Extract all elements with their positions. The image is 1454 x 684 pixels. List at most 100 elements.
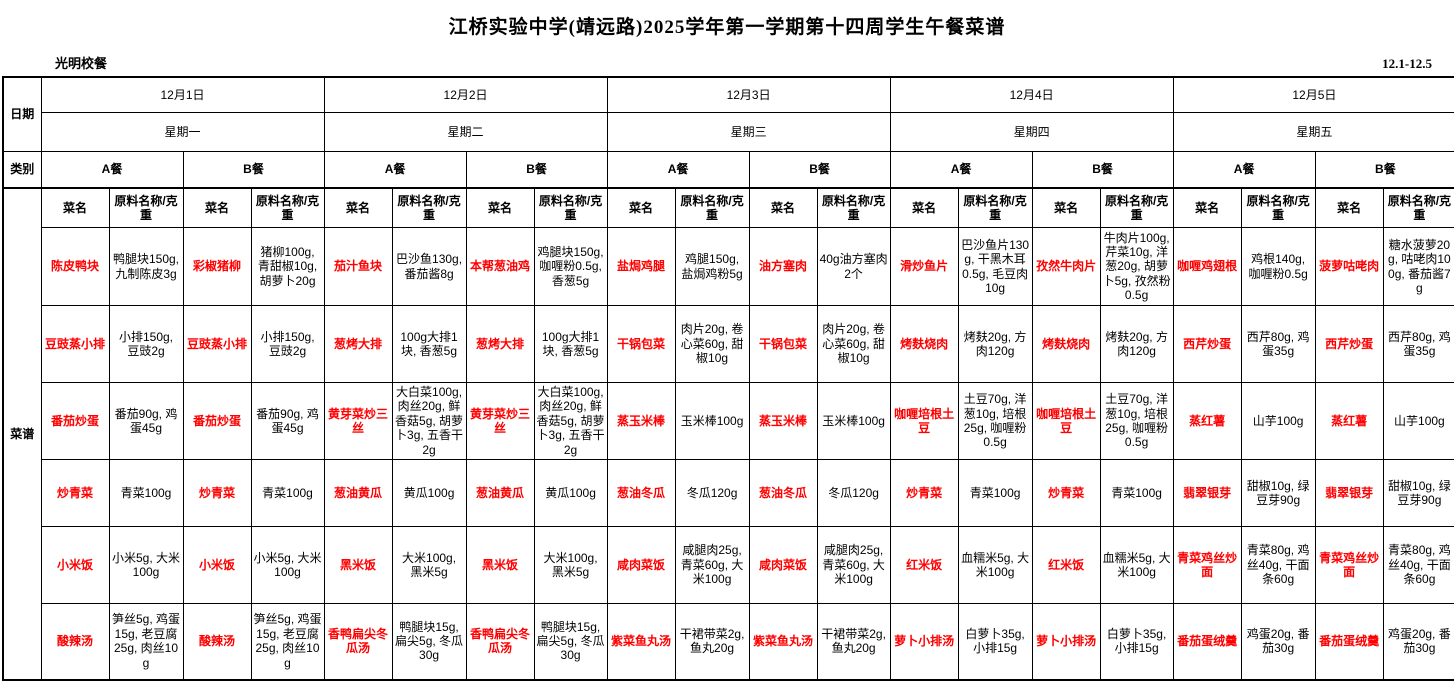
dish-name-b: 彩椒猪柳 <box>182 227 252 306</box>
dish-name-b: 黑米饭 <box>465 526 535 604</box>
page-title: 江桥实验中学(靖远路)2025学年第一学期第十四周学生午餐菜谱 <box>448 17 1006 38</box>
ingredients-a: 大白菜100g, 肉丝20g, 鲜香菇5g, 胡萝卜3g, 五香干2g <box>391 382 467 460</box>
ingredients-b: 白萝卜35g, 小排15g <box>1099 603 1174 680</box>
dish-name-a: 滑炒鱼片 <box>889 227 959 306</box>
dish-name-a: 西芹炒蛋 <box>1172 305 1242 383</box>
dish-name-a: 黄芽菜炒三丝 <box>323 382 393 460</box>
ingredients-a: 咸腿肉25g, 青菜60g, 大米100g <box>674 526 750 604</box>
dish-col-header: 菜名 <box>40 187 110 228</box>
row-label-date: 日期 <box>2 76 42 152</box>
ingredients-a: 土豆70g, 洋葱10g, 培根25g, 咖喱粉0.5g <box>957 382 1033 460</box>
dish-name-b: 红米饭 <box>1031 526 1101 604</box>
ingredients-a: 青菜100g <box>957 459 1033 527</box>
dish-col-header: 菜名 <box>889 187 959 228</box>
dish-name-b: 炒青菜 <box>182 459 252 527</box>
dish-name-a: 小米饭 <box>40 526 110 604</box>
ingredients-b: 青菜100g <box>1099 459 1174 527</box>
dish-col-header: 菜名 <box>606 187 676 228</box>
ingredients-b: 小米5g, 大米100g <box>250 526 325 604</box>
dish-name-b: 紫菜鱼丸汤 <box>748 603 818 680</box>
meal-b-label: B餐 <box>1314 151 1454 189</box>
ingredients-a: 小米5g, 大米100g <box>108 526 184 604</box>
ingredients-b: 小排150g, 豆豉2g <box>250 305 325 383</box>
dish-col-header: 菜名 <box>1031 187 1101 228</box>
ingredients-a: 100g大排1块, 香葱5g <box>391 305 467 383</box>
dish-name-a: 炒青菜 <box>889 459 959 527</box>
ingredients-b: 甜椒10g, 绿豆芽90g <box>1382 459 1454 527</box>
ingredients-b: 笋丝5g, 鸡蛋15g, 老豆腐25g, 肉丝10g <box>250 603 325 680</box>
ingredients-b: 玉米棒100g <box>816 382 891 460</box>
ingredients-b: 鸡腿块150g, 咖喱粉0.5g, 香葱5g <box>533 227 608 306</box>
ingredients-b: 大米100g, 黑米5g <box>533 526 608 604</box>
dish-name-b: 干锅包菜 <box>748 305 818 383</box>
ingredients-a: 鸡蛋20g, 番茄30g <box>1240 603 1316 680</box>
ingredients-b: 山芋100g <box>1382 382 1454 460</box>
meal-a-label: A餐 <box>323 151 467 189</box>
dish-name-b: 葱油黄瓜 <box>465 459 535 527</box>
dish-name-a: 葱油冬瓜 <box>606 459 676 527</box>
dish-name-a: 葱油黄瓜 <box>323 459 393 527</box>
ingredients-a: 冬瓜120g <box>674 459 750 527</box>
ingredients-a: 青菜80g, 鸡丝40g, 干面条60g <box>1240 526 1316 604</box>
ingredients-b: 糖水菠萝20g, 咕咾肉100g, 番茄酱7g <box>1382 227 1454 306</box>
date-cell: 12月3日 <box>606 76 891 113</box>
ingredients-a: 番茄90g, 鸡蛋45g <box>108 382 184 460</box>
dish-name-b: 小米饭 <box>182 526 252 604</box>
ingredients-a: 肉片20g, 卷心菜60g, 甜椒10g <box>674 305 750 383</box>
weekday-cell: 星期二 <box>323 112 608 152</box>
ingredient-col-header: 原料名称/克重 <box>391 187 467 228</box>
ingredient-col-header: 原料名称/克重 <box>108 187 184 228</box>
dish-name-a: 烤麸烧肉 <box>889 305 959 383</box>
ingredients-a: 黄瓜100g <box>391 459 467 527</box>
ingredients-a: 白萝卜35g, 小排15g <box>957 603 1033 680</box>
dish-name-a: 番茄炒蛋 <box>40 382 110 460</box>
dish-name-b: 翡翠银芽 <box>1314 459 1384 527</box>
ingredient-col-header: 原料名称/克重 <box>1099 187 1174 228</box>
dish-name-a: 茄汁鱼块 <box>323 227 393 306</box>
dish-name-b: 蒸红薯 <box>1314 382 1384 460</box>
dish-name-a: 干锅包菜 <box>606 305 676 383</box>
ingredients-a: 山芋100g <box>1240 382 1316 460</box>
dish-col-header: 菜名 <box>182 187 252 228</box>
meal-a-label: A餐 <box>40 151 184 189</box>
dish-col-header: 菜名 <box>748 187 818 228</box>
dish-name-b: 本帮葱油鸡 <box>465 227 535 306</box>
dish-name-b: 西芹炒蛋 <box>1314 305 1384 383</box>
dish-name-a: 咖喱培根土豆 <box>889 382 959 460</box>
dish-name-a: 咸肉菜饭 <box>606 526 676 604</box>
dish-name-a: 番茄蛋绒羹 <box>1172 603 1242 680</box>
dish-name-b: 萝卜小排汤 <box>1031 603 1101 680</box>
meal-b-label: B餐 <box>748 151 891 189</box>
ingredients-b: 猪柳100g, 青甜椒10g, 胡萝卜20g <box>250 227 325 306</box>
dish-name-a: 酸辣汤 <box>40 603 110 680</box>
dish-name-a: 香鸭扁尖冬瓜汤 <box>323 603 393 680</box>
weekday-cell: 星期三 <box>606 112 891 152</box>
lunch-menu-table: 日期 12月1日 12月2日 12月3日 12月4日 12月5日 星期一 星期二 星期三 星期… <box>2 76 1454 681</box>
ingredients-b: 牛肉片100g, 芹菜10g, 洋葱20g, 胡萝卜5g, 孜然粉0.5g <box>1099 227 1174 306</box>
ingredients-b: 土豆70g, 洋葱10g, 培根25g, 咖喱粉0.5g <box>1099 382 1174 460</box>
ingredients-a: 巴沙鱼130g, 番茄酱8g <box>391 227 467 306</box>
weekday-cell: 星期四 <box>889 112 1174 152</box>
meal-a-label: A餐 <box>889 151 1033 189</box>
ingredients-a: 血糯米5g, 大米100g <box>957 526 1033 604</box>
ingredients-a: 大米100g, 黑米5g <box>391 526 467 604</box>
row-label-category: 类别 <box>2 151 42 189</box>
ingredient-col-header: 原料名称/克重 <box>816 187 891 228</box>
ingredients-b: 烤麸20g, 方肉120g <box>1099 305 1174 383</box>
dish-col-header: 菜名 <box>323 187 393 228</box>
dish-name-a: 豆豉蒸小排 <box>40 305 110 383</box>
dish-name-b: 油方塞肉 <box>748 227 818 306</box>
ingredients-b: 鸭腿块15g, 扁尖5g, 冬瓜30g <box>533 603 608 680</box>
ingredients-a: 西芹80g, 鸡蛋35g <box>1240 305 1316 383</box>
ingredients-a: 干裙带菜2g, 鱼丸20g <box>674 603 750 680</box>
ingredients-b: 40g油方塞肉2个 <box>816 227 891 306</box>
dish-name-b: 炒青菜 <box>1031 459 1101 527</box>
ingredients-b: 干裙带菜2g, 鱼丸20g <box>816 603 891 680</box>
dish-name-a: 陈皮鸭块 <box>40 227 110 306</box>
dish-name-a: 咖喱鸡翅根 <box>1172 227 1242 306</box>
row-label-menu: 菜谱 <box>2 187 42 680</box>
dish-col-header: 菜名 <box>1314 187 1384 228</box>
ingredients-b: 冬瓜120g <box>816 459 891 527</box>
dish-name-b: 葱油冬瓜 <box>748 459 818 527</box>
dish-name-b: 烤麸烧肉 <box>1031 305 1101 383</box>
